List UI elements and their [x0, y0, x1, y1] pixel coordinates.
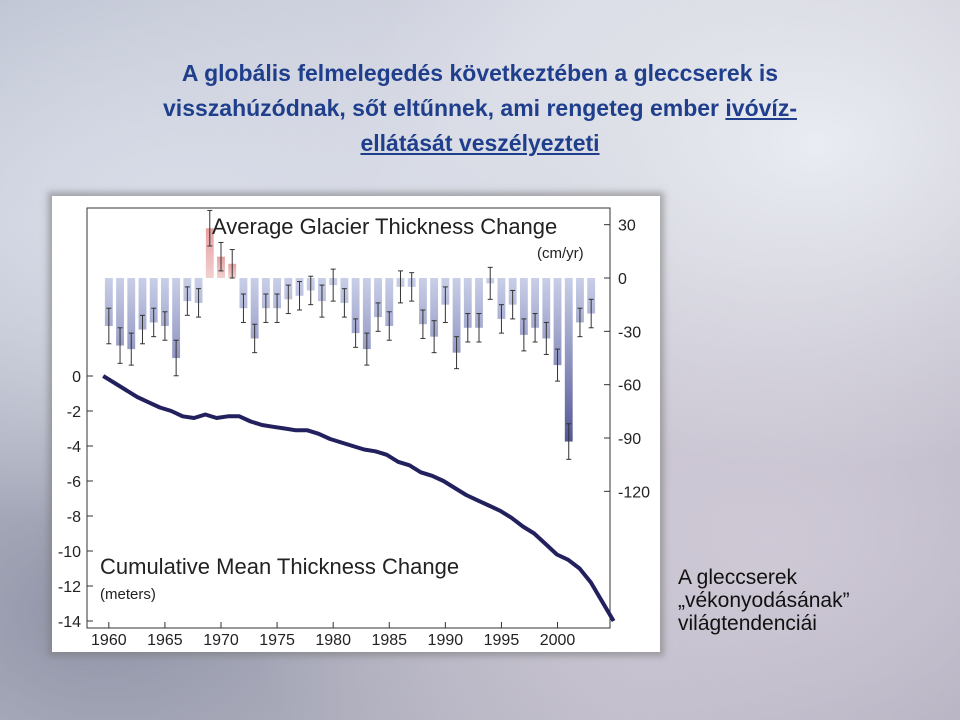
slide-title: A globális felmelegedés következtében a … — [40, 56, 920, 161]
left-tick-label-7: -14 — [58, 614, 81, 631]
title-line-2: visszahúzódnak, sőt eltűnnek, ami renget… — [40, 91, 920, 126]
line-series — [102, 374, 616, 623]
left-tick-label-0: 0 — [72, 369, 81, 386]
bar-2000 — [553, 278, 562, 366]
bar-1993 — [475, 278, 483, 328]
x-tick-label-1965: 1965 — [147, 632, 183, 649]
bar-series — [104, 209, 596, 460]
glacier-chart: 1960 1965 1970 1975 1980 1985 1990 1995 2000 0 -2 -… — [58, 207, 650, 649]
bar-1969 — [205, 228, 214, 278]
left-tick-label-3: -6 — [67, 474, 81, 491]
line-chart-title: Cumulative Mean Thickness Change — [100, 554, 459, 579]
bar-1992 — [463, 278, 472, 328]
right-tick-label-1: 0 — [618, 271, 627, 288]
bar-1966 — [172, 278, 181, 358]
caption-line-1: A gleccserek — [678, 566, 798, 589]
bar-1960 — [104, 278, 113, 326]
bar-1997 — [519, 278, 528, 335]
left-tick-label-2: -4 — [67, 439, 81, 456]
bar-1989 — [430, 278, 439, 337]
bar-1961 — [116, 278, 124, 346]
caption-line-2: „vékonyodásának” — [678, 589, 850, 612]
bar-2002 — [576, 278, 584, 323]
x-tick-label-1975: 1975 — [259, 632, 295, 649]
bar-1975 — [273, 278, 282, 309]
bar-chart-title: Average Glacier Thickness Change — [212, 214, 557, 239]
x-tick-label-1995: 1995 — [484, 632, 520, 649]
title-line-2-text: visszahúzódnak, sőt eltűnnek, ami renget… — [163, 95, 726, 121]
chart-frame: 1960 1965 1970 1975 1980 1985 1990 1995 2000 0 -2 -… — [52, 196, 660, 652]
right-tick-label-3: -60 — [618, 378, 641, 395]
right-tick-label-4: -90 — [618, 431, 641, 448]
bar-1983 — [362, 278, 371, 350]
right-tick-label-0: 30 — [618, 218, 636, 235]
bar-1965 — [160, 278, 169, 326]
line-chart-unit: (meters) — [100, 586, 156, 603]
right-tick-label-2: -30 — [618, 324, 641, 341]
x-tick-label-1985: 1985 — [371, 632, 407, 649]
caption-line-3: világtendenciái — [678, 612, 817, 635]
title-underlined-word: ivóvíz- — [725, 95, 797, 121]
bar-1988 — [418, 278, 427, 325]
cumulative-line — [102, 374, 616, 623]
x-tick-label-1960: 1960 — [91, 632, 127, 649]
bar-1964 — [149, 278, 158, 323]
left-tick-label-1: -2 — [67, 404, 81, 421]
bar-1984 — [374, 278, 382, 318]
x-tick-label-2000: 2000 — [540, 632, 576, 649]
bar-1991 — [452, 278, 461, 353]
bar-1985 — [385, 278, 394, 326]
bar-1973 — [250, 278, 259, 339]
bar-2003 — [587, 278, 596, 314]
bar-chart-unit: (cm/yr) — [537, 245, 584, 262]
x-tick-label-1980: 1980 — [315, 632, 351, 649]
bar-1982 — [351, 278, 360, 334]
bar-1974 — [261, 278, 270, 309]
right-tick-label-5: -120 — [618, 484, 650, 501]
left-tick-label-6: -12 — [58, 579, 81, 596]
title-line-1: A globális felmelegedés következtében a … — [181, 60, 779, 86]
x-tick-label-1990: 1990 — [428, 632, 464, 649]
caption: A gleccserek „vékonyodásának” világtende… — [678, 566, 948, 635]
x-tick-label-1970: 1970 — [203, 632, 239, 649]
title-line-3: ellátását veszélyezteti — [360, 130, 600, 156]
bar-2001 — [564, 278, 573, 442]
left-tick-label-4: -8 — [67, 509, 81, 526]
bar-1998 — [531, 278, 540, 328]
bar-1972 — [239, 278, 248, 309]
bar-1999 — [542, 278, 551, 339]
bar-1995 — [497, 278, 506, 319]
left-tick-label-5: -10 — [58, 544, 81, 561]
axes: 1960 1965 1970 1975 1980 1985 1990 1995 2000 0 -2 -… — [58, 218, 650, 649]
bar-1962 — [127, 278, 136, 350]
bar-1963 — [138, 278, 147, 330]
